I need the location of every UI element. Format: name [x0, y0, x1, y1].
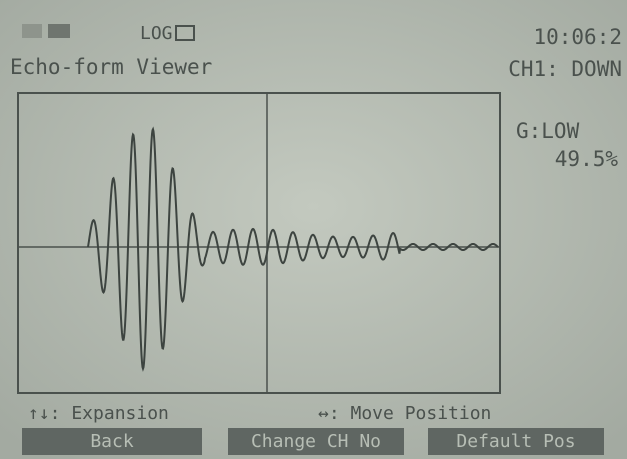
status-icon	[48, 24, 70, 38]
hint-expansion: ↑↓: Expansion	[28, 403, 169, 424]
page: LOG 10:06:2 Echo-form Viewer CH1: DOWN G…	[0, 0, 627, 459]
button-label[interactable]: Back	[90, 431, 134, 452]
level-label: 49.5%	[555, 147, 619, 171]
button-label[interactable]: Change CH No	[251, 431, 381, 452]
status-icon	[22, 24, 42, 38]
clock: 10:06:2	[533, 25, 622, 49]
log-indicator: LOG	[140, 23, 173, 44]
lcd-screen: LOG 10:06:2 Echo-form Viewer CH1: DOWN G…	[0, 0, 627, 459]
hint-move: ↔: Move Position	[318, 403, 491, 424]
button-label[interactable]: Default Pos	[456, 431, 575, 452]
gain-label: G:LOW	[516, 119, 580, 143]
channel-label: CH1: DOWN	[508, 57, 622, 81]
screen-title: Echo-form Viewer	[10, 55, 212, 79]
